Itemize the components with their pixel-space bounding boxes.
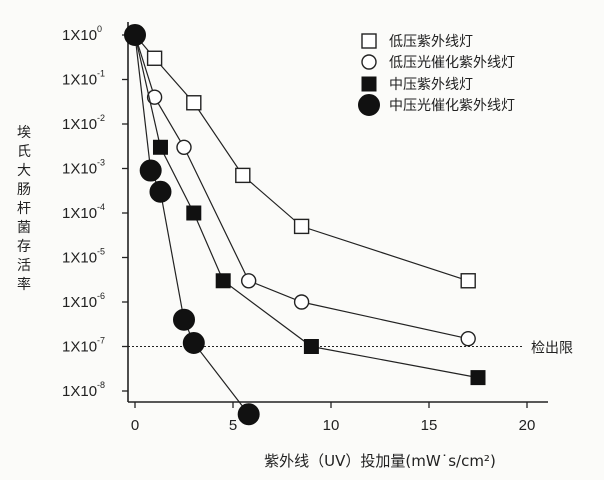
series-line	[134, 34, 469, 340]
x-tick-label: 5	[229, 417, 237, 434]
y-axis-label-char: 率	[17, 276, 31, 293]
y-tick-label: 1X10-3	[62, 158, 105, 178]
y-axis-label-char: 氏	[17, 144, 31, 160]
data-point	[152, 139, 168, 155]
series-4	[124, 24, 260, 426]
data-point	[173, 308, 195, 331]
legend-entry: 中压光催化紫外线灯	[358, 94, 515, 116]
data-point	[124, 24, 146, 46]
data-point	[146, 89, 163, 105]
y-tick-label: 1X10-4	[62, 202, 105, 222]
data-point	[215, 273, 231, 289]
legend-entry: 低压光催化紫外线灯	[361, 54, 515, 71]
data-point	[186, 205, 202, 221]
series-layer	[124, 24, 486, 426]
legend-label: 中压光催化紫外线灯	[389, 98, 515, 114]
detection-limit-label: 检出限	[531, 341, 573, 357]
legend-label: 低压光催化紫外线灯	[389, 55, 515, 71]
y-tick-label: 1X10-5	[62, 247, 105, 267]
data-point	[235, 167, 251, 184]
x-tick-labels: 0 5 10 15 20	[131, 402, 536, 434]
data-point	[182, 331, 205, 354]
data-point	[176, 139, 192, 155]
legend-label: 中压紫外线灯	[389, 77, 473, 93]
series-line	[134, 34, 469, 282]
data-point	[470, 370, 486, 386]
y-axis-label-char: 存	[17, 239, 31, 255]
x-tick-label: 0	[131, 417, 139, 434]
data-point	[293, 218, 310, 235]
y-tick-labels: 1X100 1X10-1 1X10-2 1X10-3 1X10-4 1X10-5 1X10-…	[62, 24, 128, 400]
y-tick-label: 1X10-2	[62, 113, 105, 133]
series-line	[134, 34, 250, 415]
y-tick-label: 1X10-6	[62, 291, 105, 311]
axes	[127, 22, 548, 403]
data-point	[293, 294, 310, 310]
x-tick-label: 15	[421, 417, 438, 434]
data-point	[186, 95, 202, 111]
x-axis-label: 紫外线（UV）投加量(mW˙s/cm²)	[264, 452, 496, 470]
y-tick-label: 1X10-1	[62, 69, 105, 89]
y-axis-label-char: 肠	[17, 182, 31, 198]
data-point	[303, 339, 319, 354]
y-axis-label-char: 活	[17, 258, 31, 274]
y-axis-label-char: 菌	[17, 220, 31, 236]
legend-entry: 低压紫外线灯	[361, 33, 473, 50]
x-tick-label: 20	[519, 417, 536, 434]
y-tick-label: 1X10-7	[62, 336, 105, 356]
x-tick-label: 10	[323, 417, 340, 434]
y-axis-label-char: 埃	[17, 125, 31, 141]
y-tick-label: 1X10-8	[62, 380, 105, 400]
legend-marker	[361, 33, 377, 49]
legend-label: 低压紫外线灯	[389, 34, 473, 50]
legend-entry: 中压紫外线灯	[361, 76, 473, 93]
y-tick-label: 1X100	[62, 24, 102, 44]
legend-marker	[361, 54, 377, 70]
data-point	[237, 403, 260, 426]
y-axis-label-char: 杆	[17, 201, 31, 217]
data-point	[460, 330, 476, 347]
data-point	[460, 273, 476, 289]
data-point	[149, 180, 172, 203]
data-point	[240, 273, 257, 289]
y-axis-label-char: 大	[17, 163, 31, 179]
data-point	[146, 50, 163, 66]
series-line	[134, 34, 479, 379]
legend-marker	[361, 76, 377, 92]
data-point	[139, 159, 162, 182]
legend-marker	[358, 94, 380, 116]
